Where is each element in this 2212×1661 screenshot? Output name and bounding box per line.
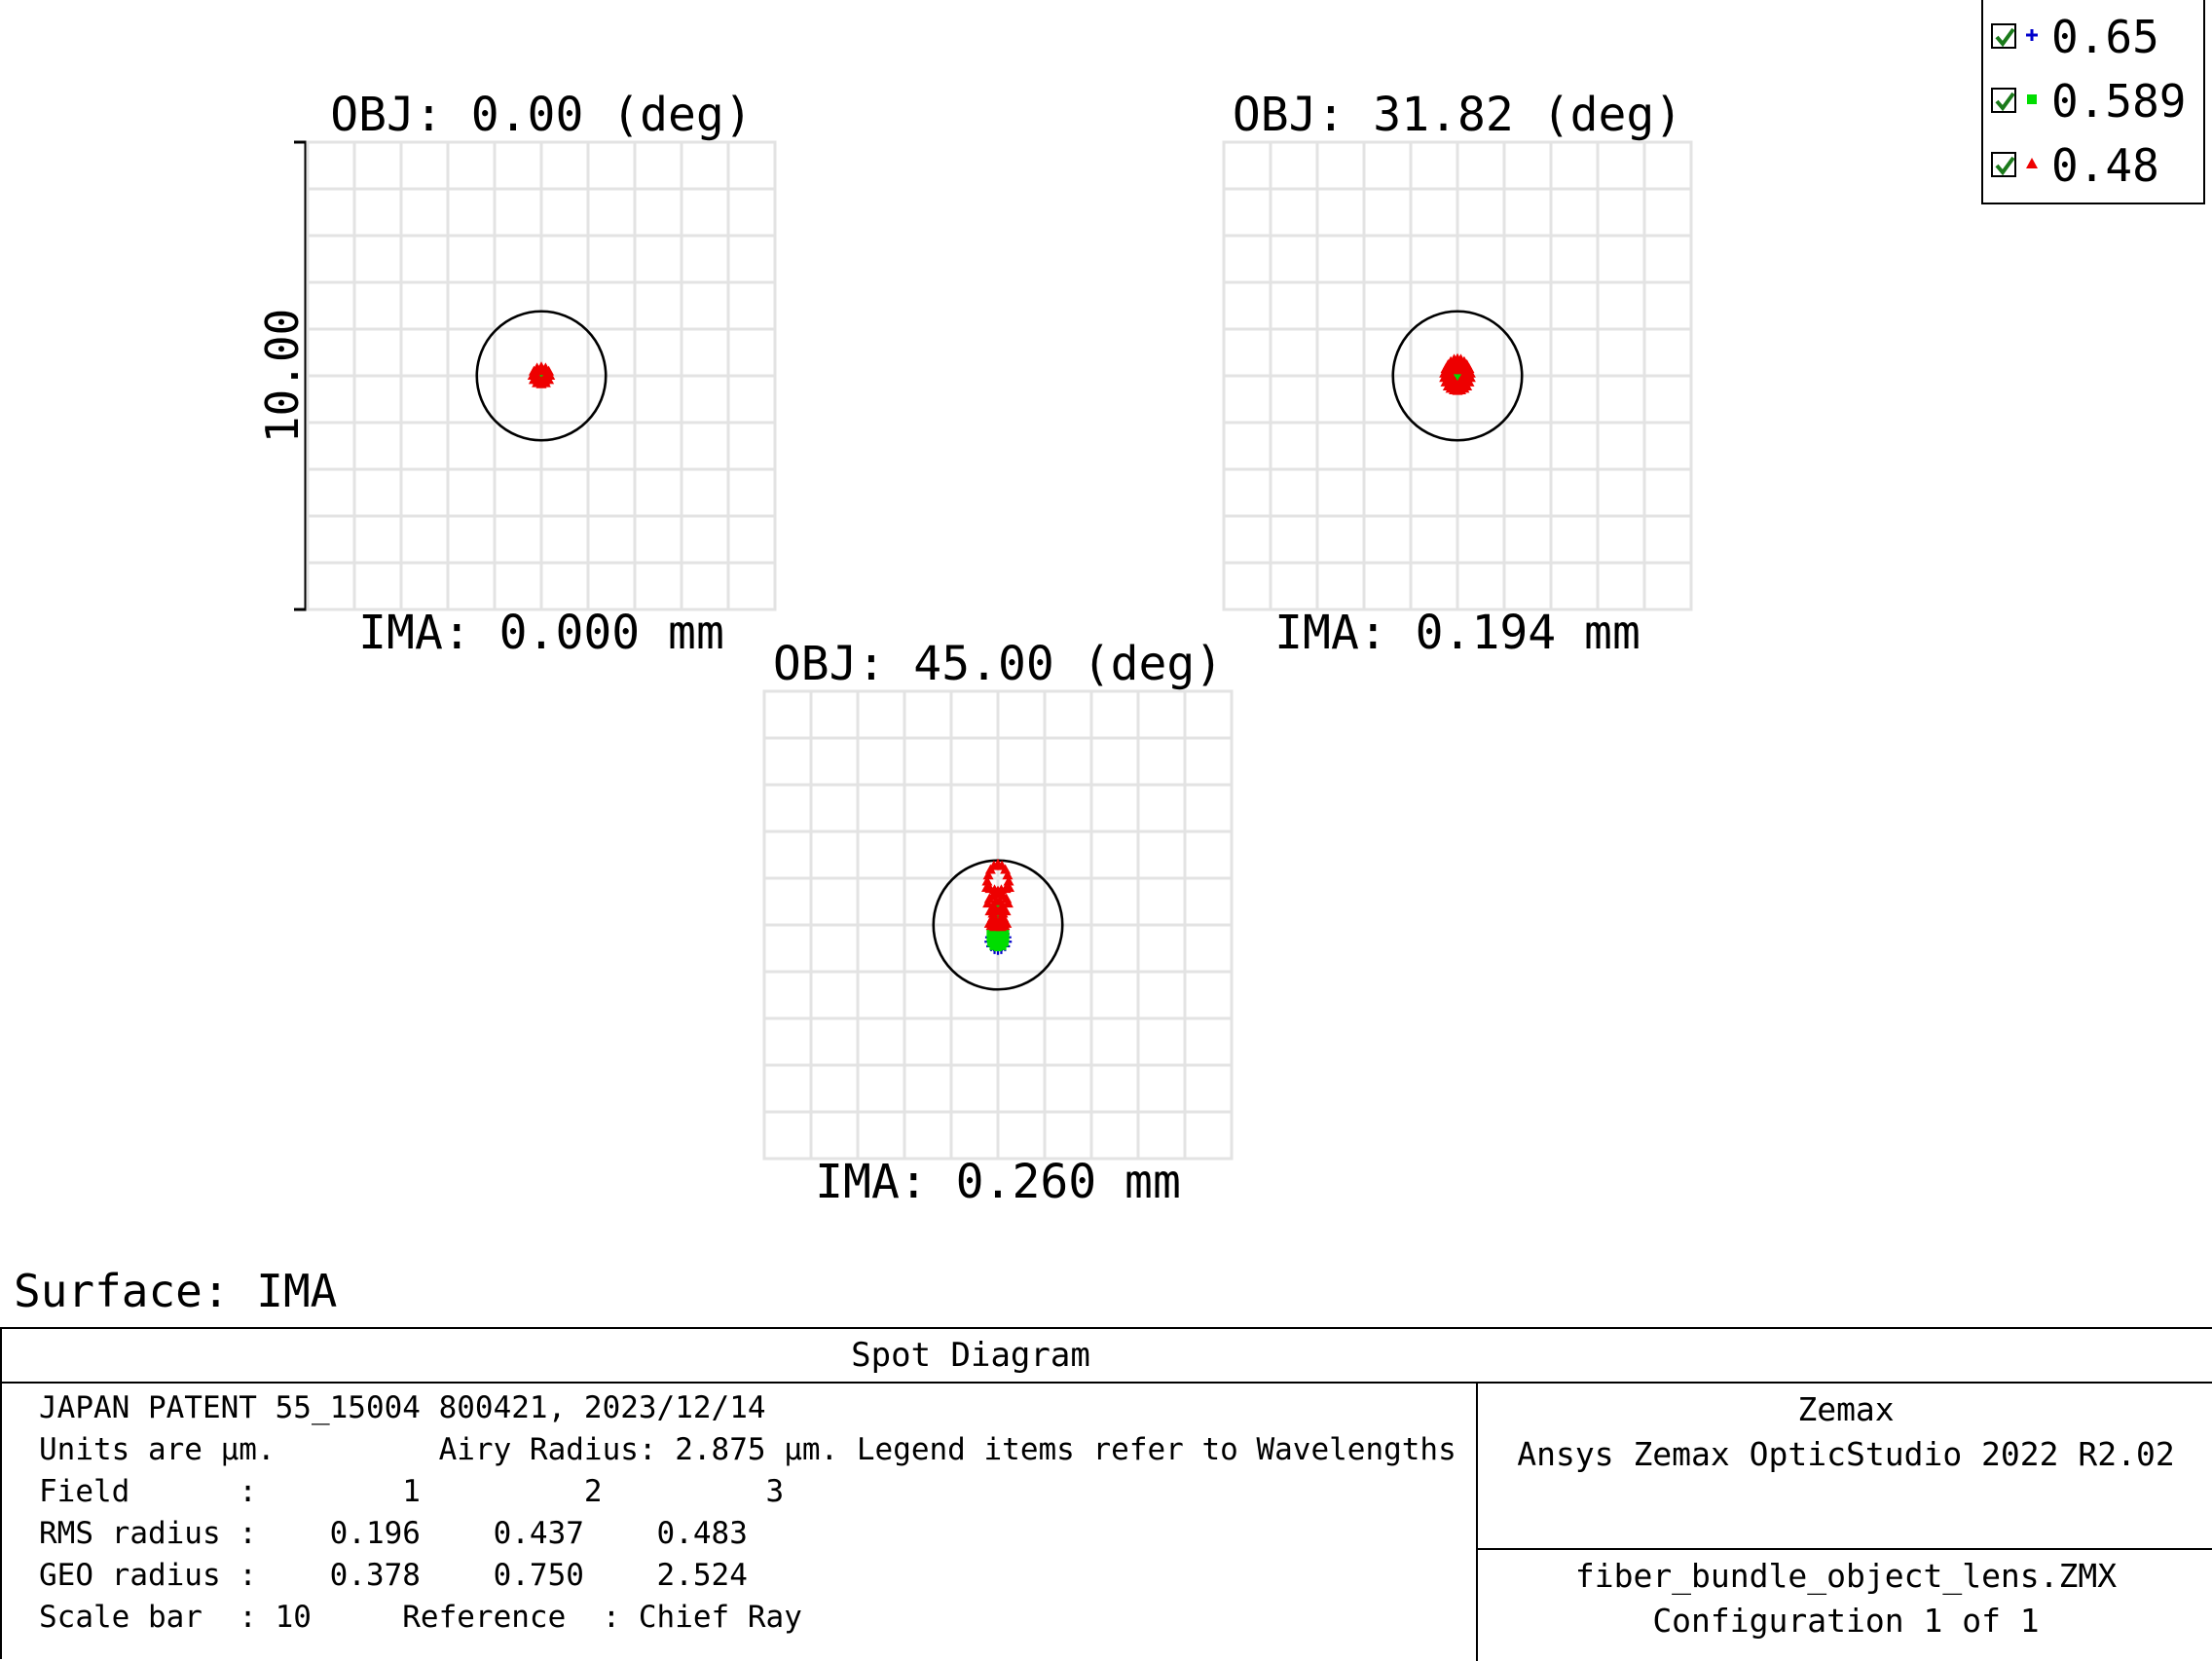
footer-vertical-divider [1476,1384,1478,1661]
info-line-2: Units are µm. Airy Radius: 2.875 µm. Leg… [39,1432,1456,1467]
spot-point-w3 [1002,869,1014,880]
spot-point-w2 [998,941,1007,950]
spot-point-w2 [1001,929,1010,938]
legend-checkbox-1[interactable] [1991,23,2016,49]
footer-info: JAPAN PATENT 55_15004 800421, 2023/12/14… [39,1387,1470,1639]
product-name: Ansys Zemax OpticStudio 2022 R2.02 [1517,1435,2175,1473]
spot-point-w3 [541,371,553,382]
panel-1-airy-circle [475,310,608,442]
spot-point-w3 [989,921,1001,932]
company-name: Zemax [1797,1390,1895,1428]
panel-3-obj-label: OBJ: 45.00 (deg) [773,637,1223,691]
checkmark-icon [1995,27,2015,48]
spot-point-w2 [996,937,1005,945]
info-line-6: Scale bar : 10 Reference : Chief Ray [39,1600,802,1635]
legend-label-2: 0.589 [2051,75,2187,128]
panel-3-spots [980,858,1015,955]
spot-point-w3 [1446,371,1457,382]
panel-1-frame [306,140,777,611]
spot-diagram-plot: 10.00 OBJ: 0.00 (deg) IMA: 0.000 mm OBJ:… [256,88,1693,1209]
panel-3-grid [764,691,1232,1159]
footer-vendor: Zemax Ansys Zemax OpticStudio 2022 R2.02 [1478,1387,2212,1477]
spot-point-w2 [1454,374,1461,383]
plus-marker-icon [2026,29,2038,41]
spot-point-w2 [997,932,1006,941]
panel-2-grid [1224,142,1691,609]
footer-title-cell: Spot Diagram [2,1329,2212,1384]
checkmark-icon [1995,156,2015,176]
spot-point-w2 [994,927,1002,936]
info-line-3: Field : 1 2 3 [39,1474,785,1509]
legend-checkbox-3[interactable] [1991,152,2016,177]
file-name: fiber_bundle_object_lens.ZMX [1574,1557,2118,1595]
spot-point-w3 [1457,371,1469,382]
legend-label-3: 0.48 [2051,139,2159,192]
legend-item-2[interactable]: 0.589 [1983,74,2203,129]
legend-item-1[interactable]: 0.65 [1983,10,2203,64]
spot-point-w2 [991,937,1000,945]
spot-point-w3 [1003,875,1014,886]
scale-bar: 10.00 [256,140,317,611]
info-footer: Spot Diagram JAPAN PATENT 55_15004 80042… [0,1327,2212,1661]
spot-point-w3 [982,869,994,880]
panel-1-spots [527,361,556,388]
spot-point-w2 [986,934,995,942]
legend: 0.65 0.589 0.48 [1981,0,2205,204]
scale-bar-label: 10.00 [256,309,309,443]
spot-point-w3 [981,875,993,886]
footer-horizontal-divider [1476,1548,2212,1550]
panel-2-obj-label: OBJ: 31.82 (deg) [1233,88,1682,142]
panel-1-obj-label: OBJ: 0.00 (deg) [330,88,752,142]
surface-label: Surface: IMA [14,1265,338,1317]
spot-point-w2 [1001,934,1010,942]
checkmark-icon [1995,92,2015,112]
panel-2-airy-circle [1391,310,1524,442]
spot-point-w2 [990,932,999,941]
spot-point-w3 [991,905,1003,916]
legend-item-3[interactable]: 0.48 [1983,138,2203,193]
info-line-1: JAPAN PATENT 55_15004 800421, 2023/12/14 [39,1390,766,1425]
info-line-5: GEO radius : 0.378 0.750 2.524 [39,1558,748,1593]
spot-point-w3 [995,921,1007,932]
panel-2-spots [1439,352,1476,395]
square-marker-icon [2027,94,2037,104]
panel-3-frame [762,689,1234,1161]
panel-2-ima-label: IMA: 0.194 mm [1274,606,1641,660]
info-line-4: RMS radius : 0.196 0.437 0.483 [39,1516,748,1551]
configuration: Configuration 1 of 1 [1652,1602,2040,1640]
spot-point-w2 [986,929,995,938]
spot-point-w3 [1450,364,1461,375]
legend-checkbox-2[interactable] [1991,88,2016,113]
panel-1-ima-label: IMA: 0.000 mm [358,606,724,660]
spot-point-w2 [994,943,1002,952]
panel-1-grid [308,142,775,609]
footer-title: Spot Diagram [851,1336,1090,1375]
spot-panel-3: OBJ: 45.00 (deg) IMA: 0.260 mm [762,637,1234,1209]
panel-3-ima-label: IMA: 0.260 mm [815,1155,1181,1209]
footer-file-info: fiber_bundle_object_lens.ZMX Configurati… [1478,1554,2212,1643]
legend-label-1: 0.65 [2051,11,2159,63]
panel-2-frame [1222,140,1693,611]
spot-panel-2: OBJ: 31.82 (deg) IMA: 0.194 mm [1222,88,1693,660]
spot-point-w3 [1450,376,1461,387]
spot-panel-1: OBJ: 0.00 (deg) IMA: 0.000 mm [306,88,777,660]
triangle-marker-icon [2026,158,2038,168]
spot-point-w2 [989,941,998,950]
